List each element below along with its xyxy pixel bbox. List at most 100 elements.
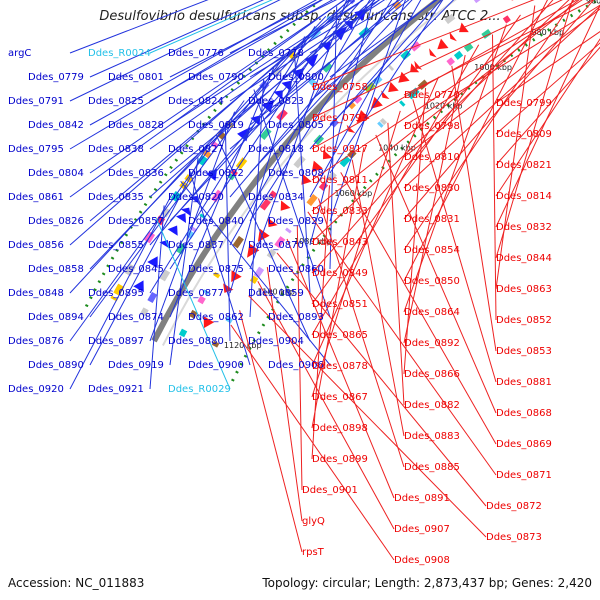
cog-block [379, 117, 388, 126]
forward-gene-label: Ddes_0790 [188, 72, 244, 83]
forward-gene-label: Ddes_0805 [268, 120, 324, 131]
label-leader-line [215, 134, 311, 342]
forward-gene-label: Ddes_0893 [268, 312, 324, 323]
forward-gene-label: Ddes_0857 [108, 216, 164, 227]
reverse-gene-label: Ddes_0850 [404, 276, 460, 287]
reverse-strand-arrow [429, 48, 437, 58]
label-leader-line [403, 5, 600, 189]
forward-gene-label: Ddes_0822 [188, 168, 244, 179]
forward-strand-arrow [133, 280, 144, 293]
forward-gene-label: Ddes_0875 [188, 264, 244, 275]
reverse-gene-label: Ddes_0891 [394, 493, 450, 504]
cog-block [387, 64, 395, 71]
forward-gene-label: Ddes_0823 [248, 96, 304, 107]
forward-strand-arrow [261, 99, 275, 113]
reverse-gene-label: Ddes_0843 [312, 237, 368, 248]
reverse-gene-label: Ddes_0814 [496, 191, 552, 202]
label-leader-line [311, 0, 563, 119]
cog-block [213, 271, 221, 279]
forward-gene-label: Ddes_0808 [268, 168, 324, 179]
reverse-gene-label: Ddes_0853 [496, 346, 552, 357]
forward-gene-label: Ddes_0795 [8, 144, 64, 155]
label-leader-line [229, 36, 305, 294]
label-leader-line [89, 145, 208, 366]
cog-block [259, 127, 272, 141]
label-leader-line [329, 0, 444, 174]
label-leader-line [69, 15, 327, 294]
reverse-strand-arrow [510, 0, 514, 1]
reverse-strand-arrow [267, 217, 278, 228]
tick-label: 1040 kbp [378, 144, 416, 153]
reverse-strand-arrow [280, 200, 291, 211]
cog-block [176, 242, 187, 255]
cog-block [285, 227, 292, 234]
cog-block [196, 154, 208, 166]
label-leader-line [69, 0, 209, 54]
label-leader-line [309, 0, 437, 102]
label-leader-line [311, 0, 570, 243]
backbone-ring [151, 0, 444, 343]
label-leader-line [149, 26, 316, 294]
label-leader-line [239, 310, 303, 553]
reverse-gene-label: Ddes_0793 [312, 113, 368, 124]
reverse-strand-arrow [356, 110, 370, 123]
forward-gene-label: Ddes_0921 [88, 384, 144, 395]
forward-gene-label: Ddes_0859 [248, 288, 304, 299]
cog-block [259, 80, 270, 91]
reverse-gene-label: Ddes_0817 [312, 144, 368, 155]
label-leader-line [318, 198, 405, 468]
forward-gene-label: Ddes_0835 [88, 192, 144, 203]
label-leader-line [169, 0, 376, 222]
label-leader-line [149, 0, 334, 102]
label-leader-line [89, 57, 285, 318]
label-leader-line [492, 34, 497, 321]
forward-gene-label: Ddes_0779 [28, 72, 84, 83]
label-leader-line [69, 0, 323, 150]
cog-block [326, 171, 337, 182]
forward-strand-arrow [176, 213, 186, 223]
reverse-strand-arrow [203, 316, 215, 329]
cog-block [417, 79, 429, 91]
reverse-gene-label: Ddes_0809 [496, 129, 552, 140]
forward-gene-label: Ddes_0834 [248, 192, 304, 203]
cog-block [274, 236, 286, 249]
reverse-gene-label: Ddes_0849 [312, 268, 368, 279]
forward-gene-label: Ddes_0819 [188, 120, 244, 131]
label-leader-line [169, 67, 275, 318]
forward-gene-label: Ddes_0829 [268, 216, 324, 227]
label-leader-line [257, 280, 395, 530]
label-leader-line [155, 217, 231, 390]
reverse-gene-label: Ddes_0868 [496, 408, 552, 419]
forward-gene-label: Ddes_0895 [88, 288, 144, 299]
label-leader-line [149, 205, 165, 390]
cog-block [139, 307, 149, 317]
forward-gene-label: Ddes_0791 [8, 96, 64, 107]
forward-gene-label: Ddes_0842 [28, 120, 84, 131]
forward-gene-label: Ddes_0801 [108, 72, 164, 83]
reverse-gene-label: Ddes_0832 [496, 222, 552, 233]
cog-block [293, 155, 306, 169]
cog-block [249, 275, 259, 284]
ruler-outer-ring [84, 0, 323, 308]
forward-gene-label: Ddes_0837 [168, 240, 224, 251]
reverse-gene-label: Ddes_0851 [312, 299, 368, 310]
cog-block [453, 50, 464, 60]
label-leader-line [495, 38, 600, 197]
label-leader-line [311, 0, 535, 88]
forward-strand-arrow [147, 256, 158, 269]
reverse-gene-label: Ddes_0869 [496, 439, 552, 450]
label-leader-line [276, 252, 487, 507]
label-leader-line [169, 0, 364, 126]
label-leader-line [180, 180, 331, 366]
reverse-strand-arrow [381, 90, 390, 100]
reverse-gene-label: Ddes_0871 [496, 470, 552, 481]
reverse-gene-label: Ddes_0852 [496, 315, 552, 326]
label-leader-line [311, 44, 480, 336]
cog-block [347, 100, 356, 110]
label-leader-line [403, 0, 595, 220]
cog-block [502, 15, 511, 24]
tick-label: 1060 kbp [334, 189, 372, 198]
label-leader-line [403, 54, 466, 344]
forward-gene-label: Ddes_0897 [88, 336, 144, 347]
